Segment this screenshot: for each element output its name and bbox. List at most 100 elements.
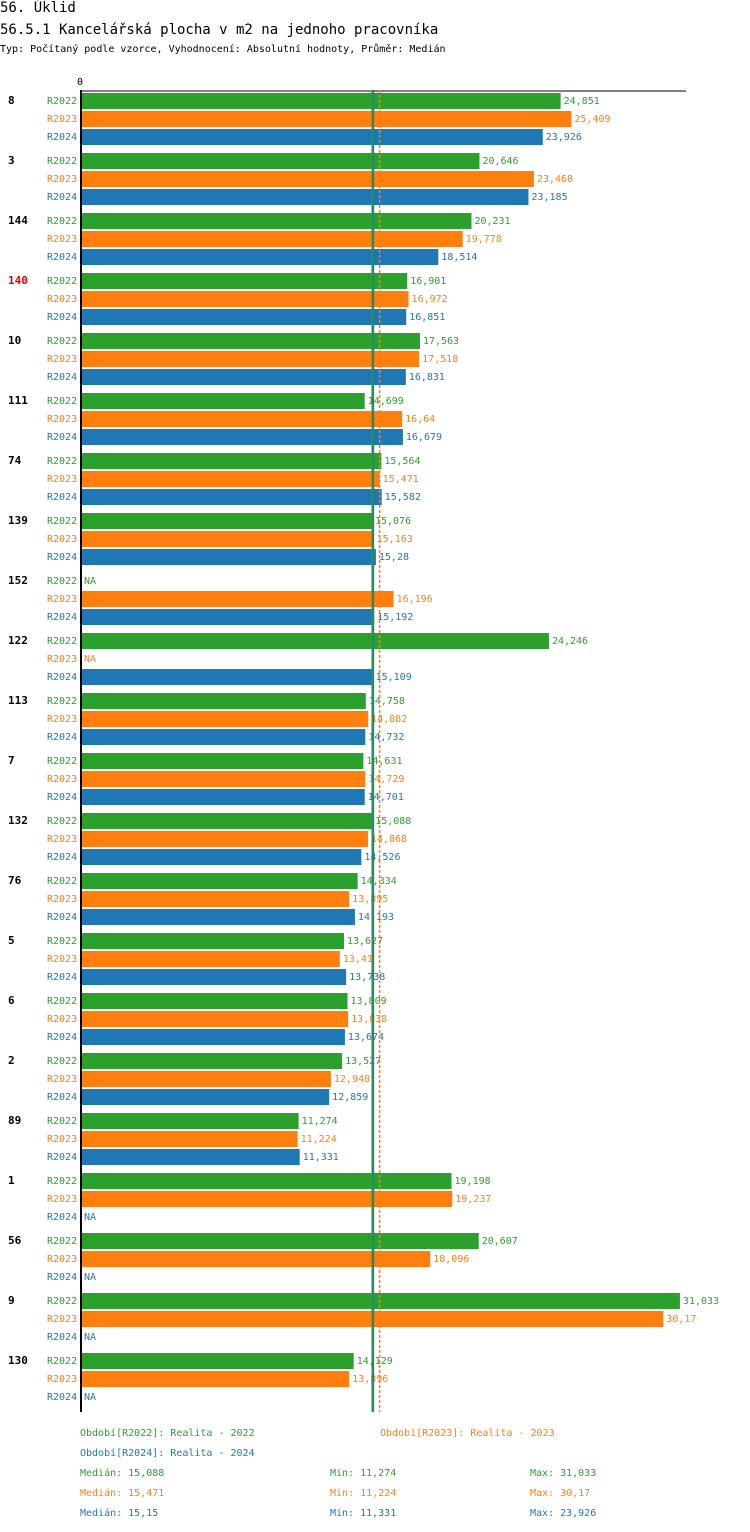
data-label: 11,274 <box>302 1116 338 1127</box>
data-label: 14,701 <box>368 792 404 803</box>
data-label: 14,868 <box>371 834 407 845</box>
series-label: R2022 <box>47 216 77 227</box>
data-label: 14,882 <box>371 714 407 725</box>
bar-r2023 <box>81 411 403 427</box>
category-label-132: 132 <box>8 814 28 827</box>
bar-r2022 <box>81 153 480 169</box>
category-label-152: 152 <box>8 574 28 587</box>
series-label: R2023 <box>47 894 77 905</box>
bar-r2023 <box>81 1071 331 1087</box>
bar-r2024 <box>81 1089 330 1105</box>
data-label: 30,17 <box>666 1314 696 1325</box>
bar-r2024 <box>81 849 362 865</box>
series-label: R2024 <box>47 1152 77 1163</box>
category-label-89: 89 <box>8 1114 21 1127</box>
series-label: R2023 <box>47 234 77 245</box>
category-label-74: 74 <box>8 454 22 467</box>
na-label: NA <box>84 1272 96 1283</box>
series-label: R2024 <box>47 1092 77 1103</box>
data-label: 16,901 <box>410 276 446 287</box>
series-label: R2024 <box>47 1032 77 1043</box>
data-label: 11,331 <box>303 1152 339 1163</box>
bar-r2022 <box>81 1293 680 1309</box>
series-label: R2023 <box>47 594 77 605</box>
bar-r2023 <box>81 111 572 127</box>
data-label: 13,674 <box>348 1032 384 1043</box>
data-label: 14,732 <box>368 732 404 743</box>
legend-period-r2022: Období[R2022]: Realita - 2022 <box>80 1428 255 1439</box>
data-label: 13,41 <box>343 954 373 965</box>
page-title: 56. Úklid <box>0 0 76 16</box>
data-label: 24,851 <box>564 96 600 107</box>
series-label: R2024 <box>47 1332 77 1343</box>
series-label: R2022 <box>47 396 77 407</box>
bar-r2023 <box>81 951 340 967</box>
series-label: R2022 <box>47 456 77 467</box>
data-label: 14,129 <box>357 1356 393 1367</box>
data-label: 14,193 <box>358 912 394 923</box>
stat-median-r2024: Medián: 15,15 <box>80 1508 159 1519</box>
category-label-7: 7 <box>8 754 15 767</box>
data-label: 20,607 <box>482 1236 518 1247</box>
data-label: 12,859 <box>332 1092 368 1103</box>
bar-r2024 <box>81 549 376 565</box>
series-label: R2023 <box>47 834 77 845</box>
data-label: 15,109 <box>376 672 412 683</box>
bar-r2024 <box>81 489 382 505</box>
bar-r2022 <box>81 993 348 1009</box>
data-label: 14,631 <box>366 756 402 767</box>
bar-r2023 <box>81 891 350 907</box>
x-axis-zero-label: 0 <box>77 77 83 88</box>
series-label: R2024 <box>47 252 77 263</box>
bar-r2022 <box>81 513 372 529</box>
series-label: R2024 <box>47 132 77 143</box>
bar-r2024 <box>81 429 403 445</box>
series-label: R2024 <box>47 972 77 983</box>
data-label: 15,076 <box>375 516 411 527</box>
bar-r2024 <box>81 1149 300 1165</box>
category-label-76: 76 <box>8 874 22 887</box>
series-label: R2023 <box>47 294 77 305</box>
category-label-122: 122 <box>8 634 28 647</box>
bar-r2022 <box>81 1353 354 1369</box>
series-label: R2024 <box>47 852 77 863</box>
data-label: 16,831 <box>409 372 445 383</box>
bar-r2023 <box>81 1371 350 1387</box>
data-label: 14,758 <box>369 696 405 707</box>
series-label: R2024 <box>47 492 77 503</box>
bar-r2024 <box>81 729 366 745</box>
bar-r2022 <box>81 333 420 349</box>
data-label: 13,896 <box>352 1374 388 1385</box>
legend-period-r2024: Období[R2024]: Realita - 2024 <box>80 1448 255 1459</box>
category-label-1: 1 <box>8 1174 15 1187</box>
bar-r2022 <box>81 1113 299 1129</box>
bar-r2022 <box>81 813 373 829</box>
data-label: 15,088 <box>375 816 411 827</box>
series-label: R2024 <box>47 312 77 323</box>
bar-r2023 <box>81 531 374 547</box>
series-label: R2022 <box>47 516 77 527</box>
series-label: R2022 <box>47 276 77 287</box>
data-label: 18,514 <box>441 252 477 263</box>
category-label-56: 56 <box>8 1234 22 1247</box>
data-label: 24,246 <box>552 636 588 647</box>
series-label: R2023 <box>47 174 77 185</box>
series-label: R2022 <box>47 816 77 827</box>
chart-title: 56.5.1 Kancelářská plocha v m2 na jednoh… <box>0 22 439 38</box>
data-label: 17,563 <box>423 336 459 347</box>
data-label: 13,738 <box>349 972 385 983</box>
bar-r2023 <box>81 291 409 307</box>
data-label: 23,468 <box>537 174 573 185</box>
bar-r2024 <box>81 909 355 925</box>
series-label: R2022 <box>47 1236 77 1247</box>
data-label: 16,64 <box>405 414 435 425</box>
category-label-144: 144 <box>8 214 28 227</box>
data-label: 15,471 <box>383 474 419 485</box>
category-label-10: 10 <box>8 334 21 347</box>
category-label-139: 139 <box>8 514 28 527</box>
series-label: R2024 <box>47 1392 77 1403</box>
stat-median-r2023: Medián: 15,471 <box>80 1488 165 1499</box>
na-label: NA <box>84 1392 96 1403</box>
series-label: R2024 <box>47 552 77 563</box>
data-label: 17,518 <box>422 354 458 365</box>
